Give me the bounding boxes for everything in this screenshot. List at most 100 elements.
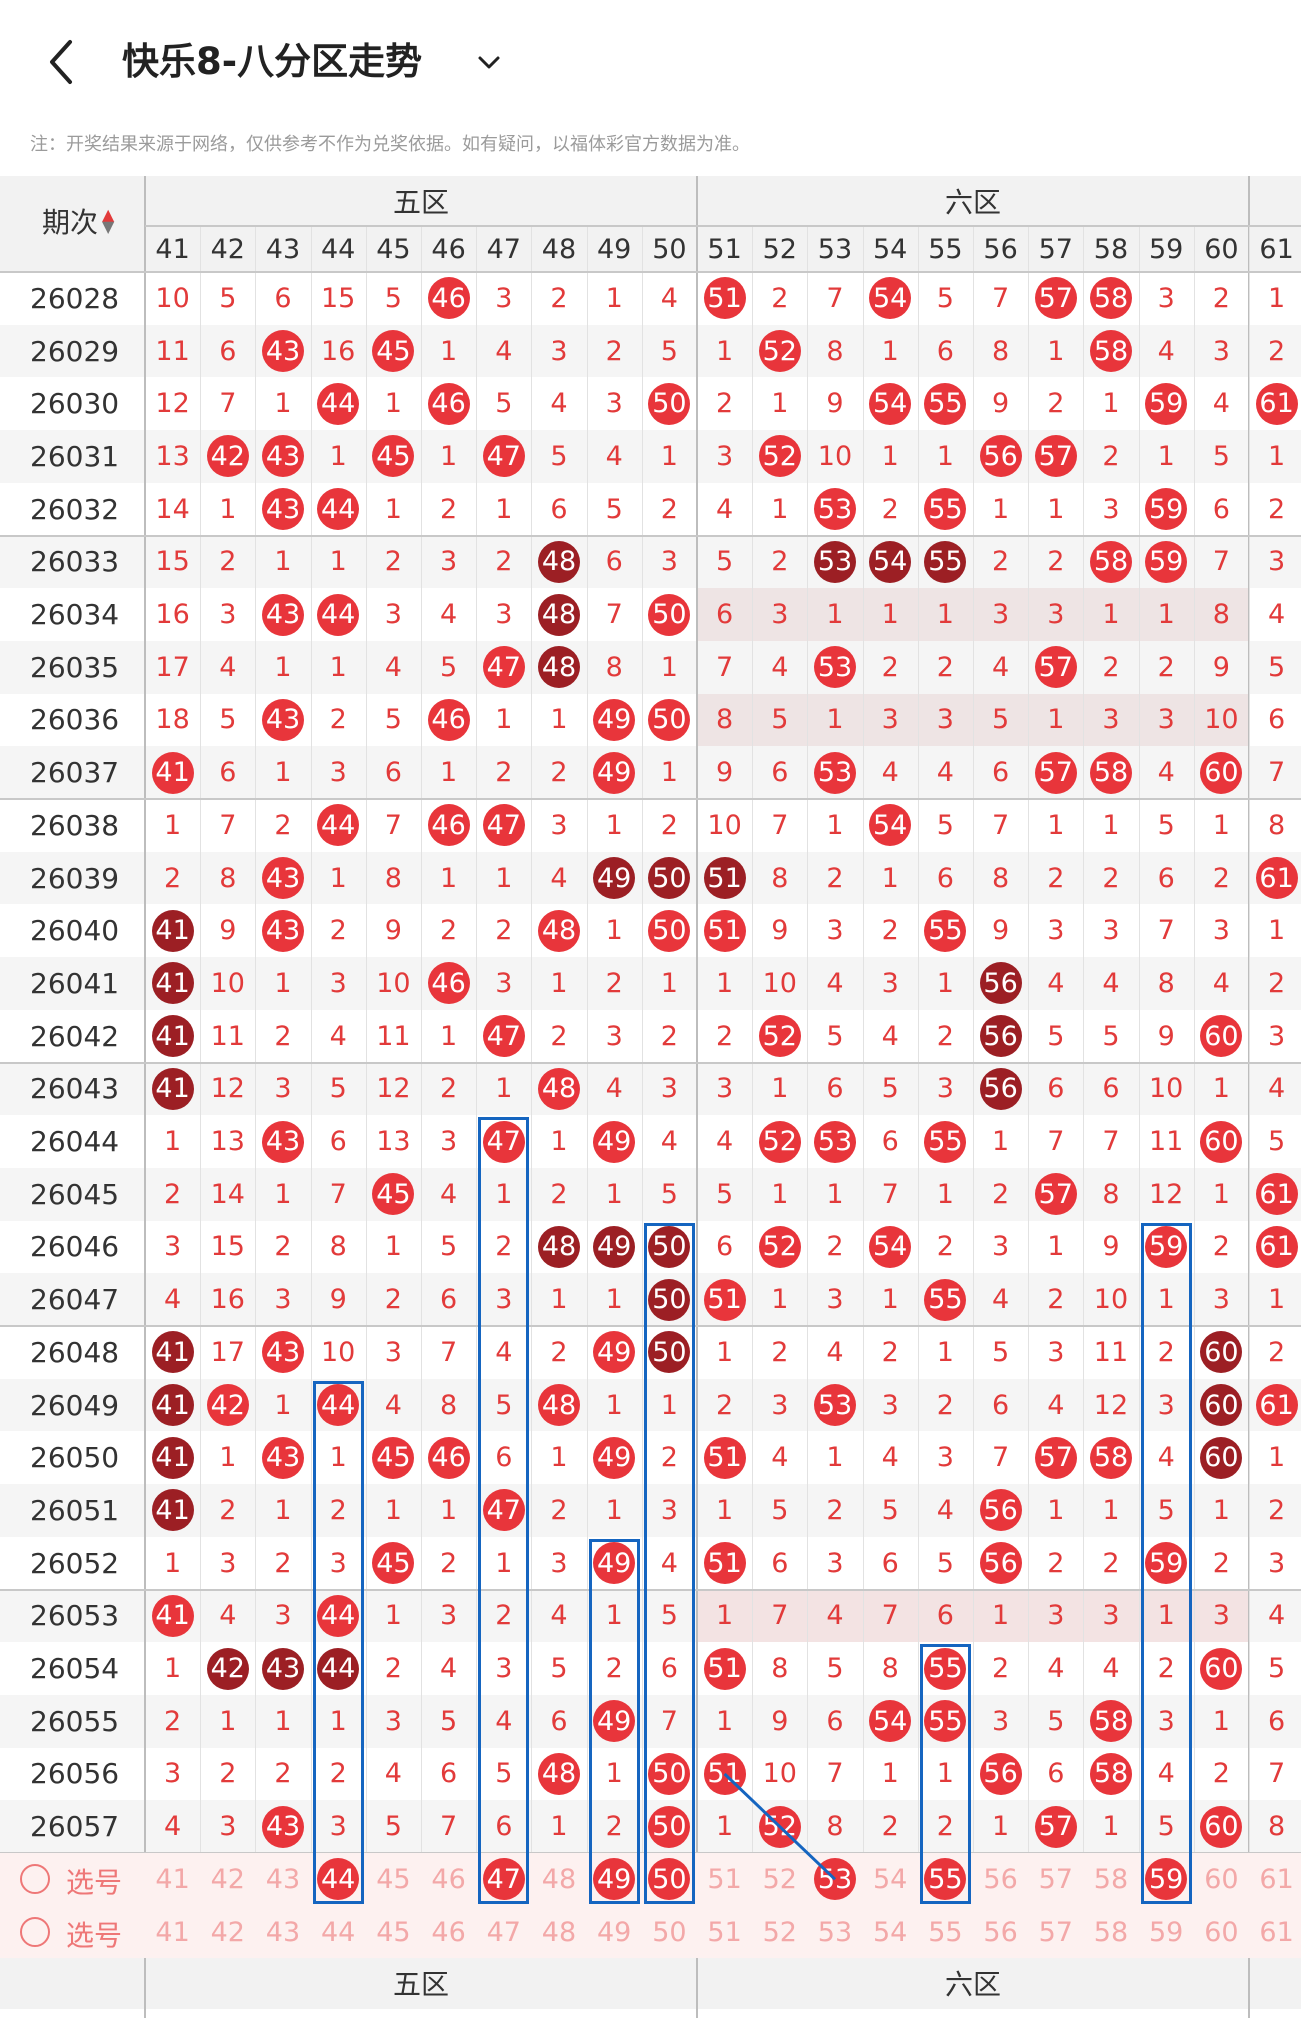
miss-count: 12: [1093, 1389, 1129, 1421]
miss-count: 3: [329, 967, 347, 999]
miss-count: 5: [550, 440, 568, 472]
pick-number[interactable]: 59: [1149, 1916, 1184, 1948]
zone-divider: [144, 1958, 146, 2009]
pick-number[interactable]: 57: [1038, 1916, 1073, 1948]
pick-ball-selected[interactable]: 53: [814, 1858, 856, 1901]
miss-count: 8: [826, 1811, 844, 1843]
miss-count: 2: [1047, 546, 1065, 578]
pick-number[interactable]: 60: [1204, 1863, 1239, 1895]
pick-number[interactable]: 49: [597, 1916, 632, 1948]
pick-number[interactable]: 61: [1259, 1863, 1294, 1895]
miss-count: 3: [440, 1600, 458, 1632]
drawn-ball: 41: [151, 1331, 194, 1374]
pick-number[interactable]: 56: [983, 1916, 1018, 1948]
pick-number[interactable]: 41: [155, 1916, 190, 1948]
pick-ball-selected[interactable]: 50: [648, 1858, 691, 1901]
miss-count: 7: [384, 809, 402, 841]
pick-number[interactable]: 50: [652, 1916, 687, 1948]
pick-number[interactable]: 58: [1093, 1863, 1129, 1895]
pick-radio[interactable]: [20, 1864, 50, 1894]
pick-ball-selected[interactable]: 47: [482, 1858, 525, 1901]
pick-number[interactable]: 61: [1259, 1916, 1294, 1948]
sort-icon[interactable]: ▲ ▼: [102, 205, 115, 236]
pick-number[interactable]: 42: [210, 1916, 245, 1948]
pick-number[interactable]: 52: [762, 1916, 797, 1948]
period-cell: 26036: [30, 703, 120, 737]
drawn-ball: 46: [427, 698, 470, 741]
miss-count: 2: [605, 967, 623, 999]
pick-number[interactable]: 47: [486, 1916, 521, 1948]
pick-number[interactable]: 48: [541, 1916, 577, 1948]
drawn-ball: 43: [262, 488, 304, 531]
pick-number[interactable]: 42: [210, 1863, 245, 1895]
period-header[interactable]: 期次 ▲ ▼: [42, 196, 114, 246]
period-cell: 26047: [30, 1283, 120, 1317]
pick-ball-selected[interactable]: 49: [593, 1858, 636, 1901]
pick-number[interactable]: 41: [155, 1863, 190, 1895]
miss-count: 1: [605, 1600, 623, 1632]
miss-count: 4: [440, 1653, 458, 1685]
miss-count: 1: [440, 1494, 458, 1526]
pick-number[interactable]: 43: [265, 1916, 301, 1948]
pick-number[interactable]: 53: [817, 1916, 853, 1948]
miss-count: 1: [1102, 388, 1120, 420]
pick-number[interactable]: 56: [983, 1863, 1018, 1895]
pick-ball-selected[interactable]: 55: [924, 1858, 967, 1901]
pick-number[interactable]: 43: [265, 1863, 301, 1895]
pick-number[interactable]: 54: [873, 1916, 908, 1948]
pick-number[interactable]: 54: [873, 1863, 908, 1895]
miss-count: 2: [1102, 651, 1120, 683]
group-divider: [0, 1061, 1301, 1064]
miss-count: 2: [716, 388, 734, 420]
pick-number[interactable]: 48: [541, 1863, 577, 1895]
pick-number[interactable]: 58: [1093, 1916, 1129, 1948]
pick-number[interactable]: 45: [376, 1863, 411, 1895]
pick-radio[interactable]: [20, 1916, 50, 1947]
miss-count: 4: [1047, 967, 1065, 999]
miss-count: 2: [1102, 1547, 1120, 1579]
drawn-ball: 44: [317, 593, 360, 636]
miss-count: 2: [1268, 493, 1286, 525]
pick-number[interactable]: 57: [1038, 1863, 1073, 1895]
back-arrow-icon[interactable]: [40, 36, 84, 88]
pick-ball-selected[interactable]: 59: [1145, 1858, 1188, 1901]
drawn-ball: 43: [262, 1331, 304, 1374]
drawn-ball: 54: [869, 277, 912, 320]
miss-count: 1: [660, 757, 678, 789]
miss-count: 6: [1157, 862, 1175, 894]
miss-count: 1: [716, 967, 734, 999]
miss-count: 5: [1268, 651, 1286, 683]
miss-count: 1: [660, 1389, 678, 1421]
drawn-ball: 47: [482, 646, 525, 689]
zone-label: 六区: [944, 186, 1001, 219]
zone-label-bottom: 五区: [392, 1968, 449, 2002]
pick-number[interactable]: 44: [321, 1916, 356, 1948]
miss-count: 4: [660, 1126, 678, 1158]
miss-count: 4: [826, 1336, 844, 1368]
miss-count: 2: [992, 546, 1010, 578]
miss-count: 1: [605, 1389, 623, 1421]
chevron-down-icon[interactable]: [474, 50, 504, 74]
column-header: 42: [210, 233, 245, 265]
drawn-ball: 41: [151, 1489, 194, 1532]
miss-count: 16: [155, 599, 190, 631]
column-divider: [421, 226, 422, 1853]
pick-ball-selected[interactable]: 44: [317, 1858, 360, 1901]
pick-number[interactable]: 46: [431, 1863, 466, 1895]
pick-row-bg: [0, 1905, 1301, 1959]
period-cell: 26042: [30, 1019, 120, 1053]
pick-number[interactable]: 60: [1204, 1916, 1239, 1948]
drawn-ball: 50: [648, 1278, 691, 1321]
pick-number[interactable]: 55: [928, 1916, 963, 1948]
pick-number[interactable]: 51: [707, 1863, 742, 1895]
miss-count: 4: [826, 1600, 844, 1632]
pick-label: 选号: [66, 1918, 123, 1952]
pick-number[interactable]: 51: [707, 1916, 742, 1948]
pick-number[interactable]: 45: [376, 1916, 411, 1948]
pick-number[interactable]: 46: [431, 1916, 466, 1948]
pick-number[interactable]: 52: [762, 1863, 797, 1895]
column-header: 59: [1149, 233, 1184, 265]
miss-count: 3: [992, 1231, 1010, 1263]
miss-count: 5: [716, 1178, 734, 1210]
drawn-ball: 61: [1255, 1384, 1298, 1427]
